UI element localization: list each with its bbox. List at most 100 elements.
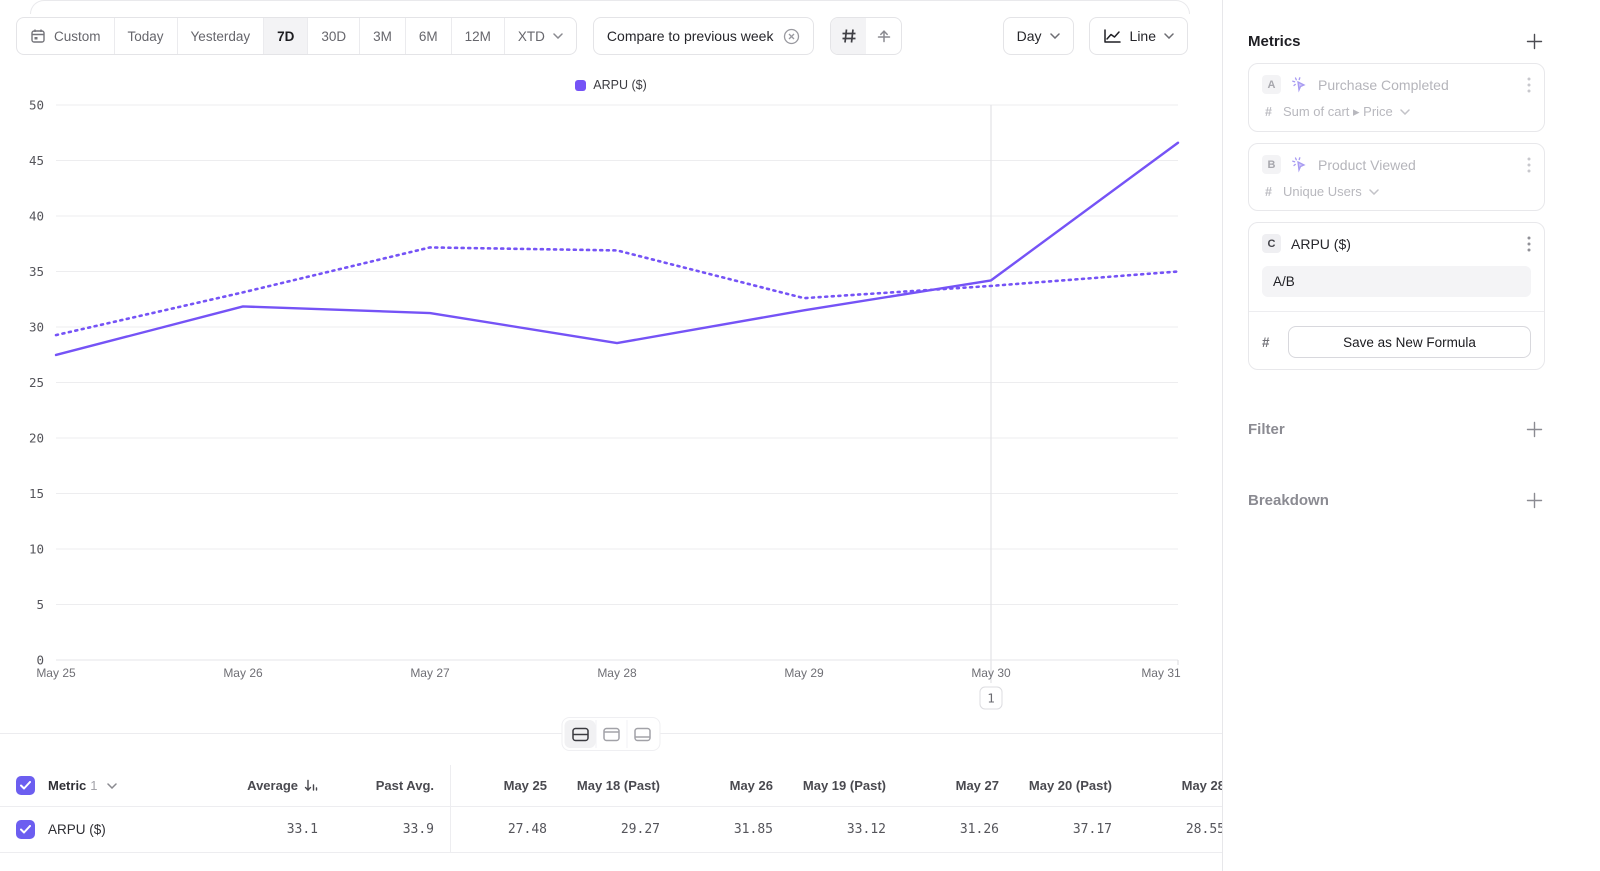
annotations-toggle-button[interactable] — [866, 18, 901, 54]
layout-panel-bottom-button[interactable] — [626, 720, 658, 748]
svg-text:45: 45 — [29, 153, 44, 168]
svg-text:5: 5 — [36, 597, 44, 612]
table-header-cell[interactable]: May 27 — [955, 778, 999, 793]
aggregation-hash-icon: # — [1265, 184, 1272, 199]
query-builder-sidebar: Metrics A Purchase Completed # — [1222, 0, 1600, 871]
chart-display-controls: Day Line — [1002, 17, 1188, 55]
metric-menu-icon[interactable] — [1527, 77, 1531, 93]
metric-header-cell[interactable]: Metric 1 — [0, 776, 230, 795]
aggregation-selector[interactable]: Sum of cart ▸ Price — [1283, 104, 1410, 120]
layout-panel-top-button[interactable] — [595, 720, 627, 748]
table-header-cell[interactable]: May 28 — [1181, 778, 1222, 793]
svg-text:50: 50 — [29, 98, 44, 113]
layout-panel-bottom-icon — [634, 727, 652, 742]
save-as-new-formula-button[interactable]: Save as New Formula — [1288, 326, 1531, 358]
metrics-title: Metrics — [1248, 32, 1301, 50]
table-cell: 27.48 — [450, 807, 563, 852]
compare-chip[interactable]: Compare to previous week — [592, 17, 815, 55]
aggregation-selector[interactable]: Unique Users — [1283, 184, 1379, 199]
chevron-down-icon — [1049, 33, 1060, 39]
sort-descending-icon[interactable] — [304, 779, 318, 792]
chart-overlay-toggles — [830, 17, 903, 55]
date-range-6m[interactable]: 6M — [404, 18, 451, 54]
table-cell: 31.85 — [733, 822, 773, 837]
table-cell: 33.12 — [846, 822, 886, 837]
chart-area: 0 5 10 15 20 25 30 35 40 45 50 1 May 25 May 26 May 27 M… — [0, 95, 1222, 715]
table-cell: 37.17 — [1072, 822, 1112, 837]
date-range-label: Custom — [54, 28, 101, 44]
svg-text:May 30: May 30 — [971, 666, 1011, 680]
date-range-today[interactable]: Today — [113, 18, 177, 54]
add-breakdown-button[interactable] — [1523, 489, 1545, 511]
svg-text:40: 40 — [29, 209, 44, 224]
table-header-cell[interactable]: Average — [230, 778, 334, 793]
chart-toolbar: Custom Today Yesterday 7D 30D 3M 6M 12M … — [16, 17, 1188, 55]
chart-legend[interactable]: ARPU ($) — [0, 77, 1222, 93]
metric-badge: A — [1262, 75, 1281, 94]
remove-compare-icon[interactable] — [783, 28, 800, 45]
table-header-cell[interactable]: May 20 (Past) — [1028, 778, 1112, 793]
table-header-cell[interactable]: May 19 (Past) — [802, 778, 886, 793]
layout-panel-top-icon — [603, 727, 621, 742]
date-range-custom[interactable]: Custom — [17, 18, 114, 54]
date-range-3m[interactable]: 3M — [359, 18, 405, 54]
metric-card-c[interactable]: C ARPU ($) A/B # Save as New Formula — [1248, 222, 1545, 370]
svg-text:15: 15 — [29, 486, 44, 501]
line-chart-icon — [1103, 28, 1122, 44]
filter-section-header: Filter — [1248, 418, 1545, 440]
granularity-dropdown[interactable]: Day — [1002, 17, 1074, 55]
calendar-icon — [30, 28, 46, 44]
grid-toggle-button[interactable] — [831, 18, 867, 54]
metric-menu-icon[interactable] — [1527, 236, 1531, 252]
layout-toggle-group — [561, 717, 661, 751]
metric-checkbox[interactable] — [16, 820, 35, 839]
table-header-cell[interactable]: May 18 (Past) — [576, 778, 660, 793]
chart-table-splitter — [0, 717, 1222, 751]
metric-menu-icon[interactable] — [1527, 157, 1531, 173]
chart-type-dropdown[interactable]: Line — [1088, 17, 1188, 55]
add-metric-button[interactable] — [1523, 30, 1545, 52]
svg-text:10: 10 — [29, 542, 44, 557]
svg-text:25: 25 — [29, 375, 44, 390]
table-header-cell[interactable]: May 26 — [729, 778, 773, 793]
metric-card-title: Product Viewed — [1318, 156, 1416, 173]
svg-text:1: 1 — [987, 691, 995, 706]
metric-card-title: Purchase Completed — [1318, 76, 1449, 93]
line-chart[interactable]: 0 5 10 15 20 25 30 35 40 45 50 1 May 25 May 26 May 27 M… — [0, 95, 1222, 715]
date-range-12m[interactable]: 12M — [450, 18, 504, 54]
formula-input[interactable]: A/B — [1262, 266, 1531, 297]
table-header-cell[interactable]: May 25 — [450, 765, 563, 806]
add-filter-button[interactable] — [1523, 418, 1545, 440]
svg-text:May 29: May 29 — [784, 666, 824, 680]
chevron-down-icon — [553, 33, 563, 39]
metric-row-label: ARPU ($) — [48, 822, 106, 837]
table-cell: 28.55 — [1185, 822, 1222, 837]
svg-text:35: 35 — [29, 264, 44, 279]
table-cell: 33.9 — [402, 822, 434, 837]
svg-text:May 31: May 31 — [1141, 666, 1181, 680]
filter-title: Filter — [1248, 420, 1285, 438]
legend-swatch — [575, 79, 587, 91]
granularity-label: Day — [1016, 28, 1042, 44]
metrics-section-header: Metrics — [1248, 30, 1545, 52]
aggregation-hash-icon: # — [1262, 334, 1270, 350]
annotation-flag-icon — [876, 28, 892, 44]
metric-card-a[interactable]: A Purchase Completed # Sum of cart ▸ Pri… — [1248, 63, 1545, 132]
date-range-30d[interactable]: 30D — [307, 18, 359, 54]
svg-text:May 26: May 26 — [223, 666, 263, 680]
chevron-down-icon[interactable] — [106, 782, 117, 789]
svg-text:0: 0 — [36, 653, 44, 668]
date-range-yesterday[interactable]: Yesterday — [176, 18, 264, 54]
legend-label: ARPU ($) — [593, 78, 647, 92]
compare-chip-label: Compare to previous week — [606, 28, 774, 44]
date-range-group: Custom Today Yesterday 7D 30D 3M 6M 12M … — [16, 17, 577, 55]
metric-card-b[interactable]: B Product Viewed # Unique Users — [1248, 143, 1545, 211]
table-cell: 31.26 — [959, 822, 999, 837]
date-range-7d[interactable]: 7D — [263, 18, 308, 54]
date-range-xtd[interactable]: XTD — [503, 18, 576, 54]
table-header-cell[interactable]: Past Avg. — [375, 778, 434, 793]
select-all-checkbox[interactable] — [16, 776, 35, 795]
chart-type-label: Line — [1129, 28, 1156, 44]
layout-split-even-button[interactable] — [564, 720, 596, 748]
